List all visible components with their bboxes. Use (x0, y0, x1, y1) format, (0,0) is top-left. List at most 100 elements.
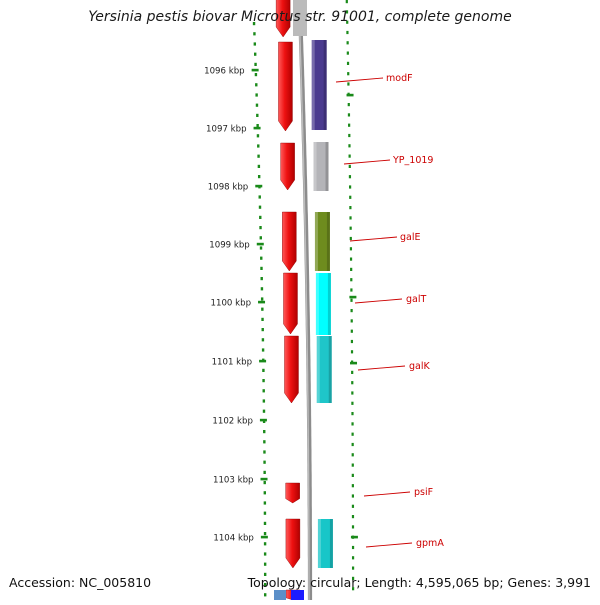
outer-ruler-dot (348, 175, 352, 179)
genome-backbone (297, 0, 313, 600)
ruler-dot (263, 470, 266, 474)
ruler-dot (263, 562, 267, 566)
ruler-major-tick (256, 242, 264, 246)
outer-ruler-dot (351, 484, 354, 488)
gene-block (314, 212, 330, 271)
ruler-tick-label: 1096 kbp (204, 67, 245, 77)
outer-ruler-dot (349, 257, 353, 261)
ruler-dot (263, 532, 267, 536)
ruler-tick-label: 1104 kbp (213, 534, 254, 544)
orf-arrow (282, 211, 297, 272)
outer-ruler-dot (350, 267, 353, 271)
orf-arrow (280, 142, 295, 191)
outer-ruler-dot (349, 195, 352, 199)
gene-label-leader (354, 298, 403, 304)
outer-ruler-dot (346, 61, 350, 65)
gene-label-leader (365, 542, 413, 548)
outer-ruler-dot (346, 20, 349, 24)
outer-ruler-dot (347, 72, 350, 76)
ruler-dot (262, 399, 266, 403)
ruler-dot (263, 542, 267, 546)
gene-block-shade (326, 212, 330, 271)
outer-ruler-dot (347, 103, 350, 107)
gene-block-partial (274, 590, 286, 600)
outer-ruler-dot (349, 247, 353, 251)
ruler-dot (258, 205, 262, 209)
ruler-major-tick (253, 126, 261, 130)
ruler-dot (254, 62, 257, 66)
outer-ruler-dot (351, 432, 354, 436)
outer-ruler-dot (350, 339, 354, 344)
ruler-major-tick (259, 418, 267, 422)
outer-ruler-dot (351, 442, 354, 447)
ruler-dot (263, 440, 266, 444)
ruler-tick-label: 1101 kbp (212, 358, 253, 368)
ruler-dot (257, 164, 261, 168)
gene-block-highlight (317, 519, 321, 568)
gene-label-leader (363, 491, 411, 497)
ruler-tick-label: 1100 kbp (211, 299, 252, 309)
map-title: Yersinia pestis biovar Microtus str. 910… (88, 9, 512, 25)
outer-ruler-dot (350, 319, 353, 323)
ruler-dot (259, 215, 262, 219)
outer-ruler-dot (347, 82, 350, 86)
outer-ruler-dot (348, 123, 351, 127)
orf-arrow (284, 335, 299, 404)
orf-arrow (283, 272, 298, 335)
ruler-dot (255, 93, 258, 97)
gene-block (315, 273, 331, 335)
ruler-dot (263, 481, 266, 485)
ruler-dot (260, 287, 264, 291)
outer-ruler-dot (349, 226, 352, 230)
orf-arrow (278, 41, 293, 132)
ruler-major-tick (255, 184, 263, 188)
ruler-dot (253, 42, 257, 46)
outer-ruler-dot (349, 206, 352, 210)
ruler-tick-label: 1099 kbp (209, 241, 250, 251)
orf-arrow (275, 0, 291, 38)
outer-ruler-tick (350, 535, 358, 539)
gene-label-galk: galK (409, 361, 430, 372)
gene-block-shade (329, 519, 333, 568)
ruler-dot (262, 389, 265, 393)
outer-ruler-dot (346, 30, 349, 35)
ruler-dot (263, 511, 267, 515)
outer-ruler-dot (351, 453, 354, 457)
outer-ruler-dot (351, 381, 354, 385)
ruler-dot (252, 22, 256, 26)
outer-ruler-dot (350, 288, 353, 292)
gene-block-highlight (314, 212, 318, 271)
ruler-dot (263, 430, 266, 434)
ruler-dot (262, 379, 265, 383)
ruler-dot (263, 460, 266, 464)
gene-label-leader (349, 236, 398, 242)
gene-label-gpma: gpmA (416, 538, 444, 549)
gene-block (311, 40, 327, 130)
outer-ruler-dot (348, 185, 352, 189)
ruler-dot (260, 297, 264, 301)
ruler-dot (255, 83, 258, 87)
outer-ruler-dot (351, 556, 355, 560)
ruler-tick-label: 1097 kbp (206, 125, 247, 135)
ruler-dot (258, 195, 261, 199)
ruler-major-tick (259, 359, 267, 363)
ruler-dot (260, 256, 263, 260)
gene-label-leader (335, 77, 384, 83)
ruler-dot (263, 450, 266, 454)
outer-ruler-dot (346, 41, 349, 45)
gene-block-partial (293, 0, 307, 36)
outer-ruler-dot (351, 545, 355, 550)
gene-label-galt: galT (406, 294, 426, 305)
ruler-tick-label: 1098 kbp (208, 183, 249, 193)
ruler-dot (263, 572, 267, 576)
ruler-major-tick (260, 535, 268, 539)
ruler-dot (259, 246, 263, 250)
gene-block-partial (291, 590, 304, 600)
ruler-tick-label: 1103 kbp (213, 476, 254, 486)
ruler-dot (261, 328, 264, 332)
outer-ruler-dot (348, 133, 351, 138)
outer-ruler-dot (350, 350, 354, 354)
ruler-dot (261, 348, 265, 352)
